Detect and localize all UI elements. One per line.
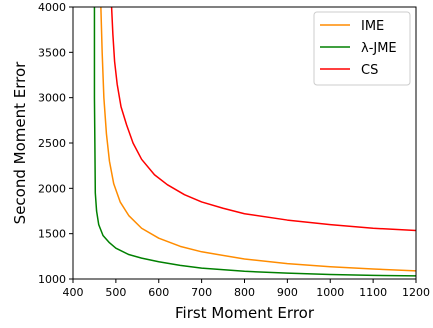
y-tick-label: 4000 <box>38 1 66 14</box>
x-tick-label: 900 <box>277 286 298 299</box>
y-tick-label: 3500 <box>38 46 66 59</box>
x-tick-label: 800 <box>234 286 255 299</box>
legend-label-1: λ-JME <box>361 41 397 56</box>
x-tick-label: 1000 <box>316 286 344 299</box>
y-tick-label: 2500 <box>38 137 66 150</box>
x-axis: 400 500 600 700 800 900 1000 1100 1200 <box>63 279 430 299</box>
legend-label-0: IME <box>361 19 384 34</box>
legend-label-2: CS <box>361 63 378 78</box>
y-tick-label: 1500 <box>38 228 66 241</box>
y-tick-label: 2000 <box>38 182 66 195</box>
series-line-2 <box>110 7 416 232</box>
y-tick-label: 3000 <box>38 92 66 105</box>
x-tick-label: 700 <box>191 286 212 299</box>
series-line-0 <box>100 7 416 272</box>
x-tick-label: 1200 <box>402 286 430 299</box>
x-tick-label: 400 <box>63 286 84 299</box>
series-layer <box>93 7 416 277</box>
x-tick-label: 600 <box>148 286 169 299</box>
series-line-1 <box>93 7 416 277</box>
y-tick-label: 1000 <box>38 273 66 286</box>
x-tick-label: 500 <box>105 286 126 299</box>
legend: IME λ-JME CS <box>313 11 411 86</box>
x-axis-label: First Moment Error <box>175 304 315 322</box>
y-axis: 1000 1500 2000 2500 3000 3500 4000 <box>38 1 73 286</box>
legend-box <box>313 11 411 86</box>
x-tick-label: 1100 <box>359 286 387 299</box>
y-axis-label: Second Moment Error <box>11 61 29 224</box>
